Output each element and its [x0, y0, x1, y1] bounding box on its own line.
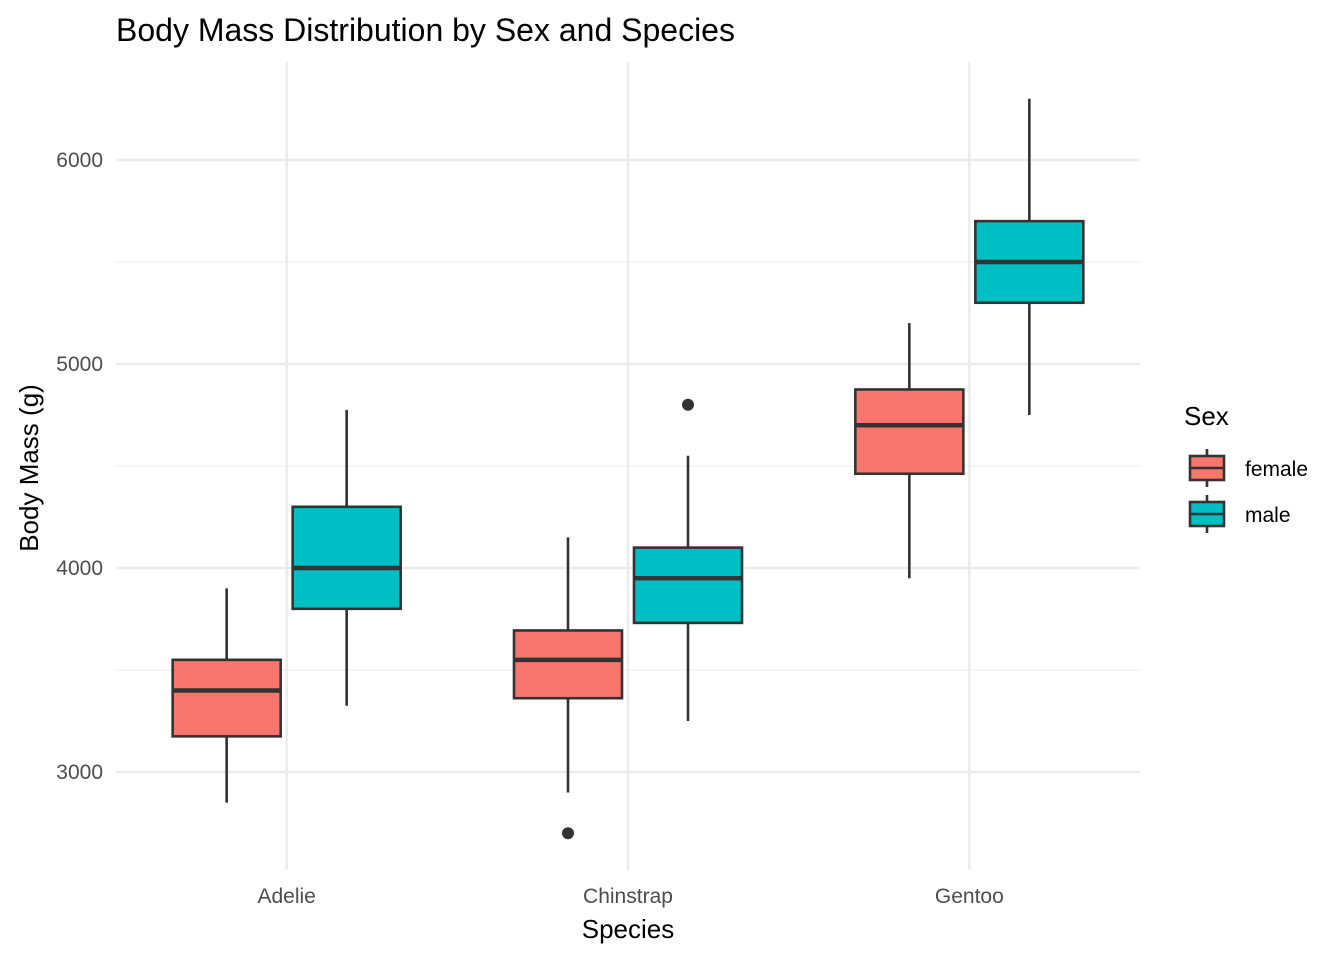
iqr-box [632, 546, 744, 625]
legend-label: female [1245, 458, 1308, 481]
x-tick-label: Gentoo [935, 885, 1004, 908]
y-tick-label: 6000 [56, 149, 103, 172]
box-female-chinstrap [512, 537, 624, 840]
x-tick-label: Chinstrap [583, 885, 673, 908]
iqr-box [171, 658, 282, 738]
box-female-adelie [171, 588, 282, 803]
boxes [171, 98, 1085, 840]
y-tick-label: 3000 [56, 761, 103, 784]
chart-title: Body Mass Distribution by Sex and Specie… [116, 12, 735, 48]
box-male-adelie [291, 409, 402, 706]
box-male-gentoo [974, 98, 1085, 415]
box-male-chinstrap [632, 398, 744, 722]
outlier-point [562, 827, 574, 840]
legend-label: male [1245, 504, 1291, 527]
box-female-gentoo [854, 323, 965, 579]
x-tick-label: Adelie [257, 885, 315, 908]
grid-lines [116, 62, 1140, 870]
legend-item-female: female [1188, 449, 1308, 487]
y-tick-label: 5000 [56, 353, 103, 376]
y-tick-label: 4000 [56, 557, 103, 580]
iqr-box [291, 505, 402, 611]
legend: Sex female male [1184, 401, 1308, 533]
outlier-point [682, 398, 694, 411]
axis-labels: 3000 4000 5000 6000 Adelie Chinstrap Gentoo [56, 149, 1003, 908]
legend-item-male: male [1188, 495, 1291, 533]
iqr-box [512, 629, 624, 700]
legend-title: Sex [1184, 401, 1229, 431]
y-axis-title: Body Mass (g) [14, 384, 44, 552]
x-axis-title: Species [582, 914, 675, 944]
iqr-box [854, 388, 965, 476]
